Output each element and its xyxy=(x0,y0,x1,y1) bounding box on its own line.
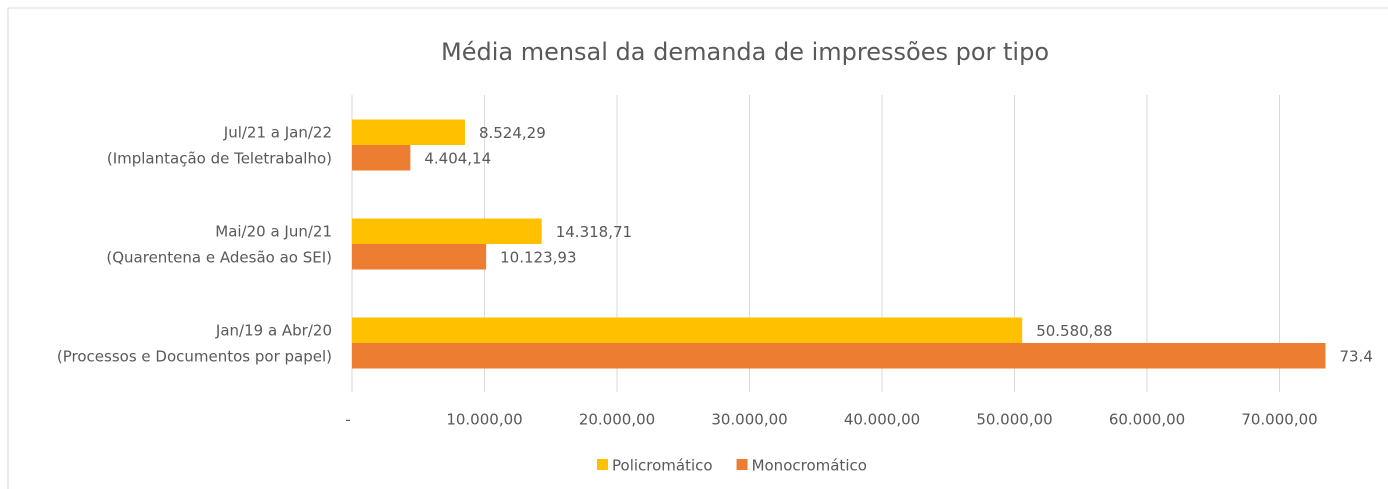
y-tick-label: (Implantação de Teletrabalho) xyxy=(107,150,332,168)
x-tick-label: 30.000,00 xyxy=(711,411,787,429)
value-label: 14.318,71 xyxy=(556,223,632,241)
x-tick-label: 50.000,00 xyxy=(976,411,1052,429)
x-tick-label: - xyxy=(345,411,350,429)
y-tick-label: Mai/20 a Jun/21 xyxy=(215,223,332,241)
bar xyxy=(352,244,487,270)
bar xyxy=(352,317,1023,343)
legend-swatch xyxy=(597,459,608,470)
bar xyxy=(352,145,411,171)
y-tick-label: (Quarentena e Adesão ao SEI) xyxy=(106,249,332,267)
value-label: 50.580,88 xyxy=(1036,322,1112,340)
legend-swatch xyxy=(736,459,748,470)
x-tick-label: 20.000,00 xyxy=(579,411,655,429)
value-label: 10.123,93 xyxy=(500,248,576,266)
chart-title: Média mensal da demanda de impressões po… xyxy=(441,38,1049,66)
y-tick-label: Jan/19 a Abr/20 xyxy=(215,322,332,340)
value-label: 8.524,29 xyxy=(479,124,546,142)
x-tick-label: 70.000,00 xyxy=(1241,411,1317,429)
value-label: 4.404,14 xyxy=(424,149,491,167)
chart-frame xyxy=(7,7,1388,489)
bar xyxy=(352,218,542,244)
bar xyxy=(352,119,465,145)
x-tick-label: 60.000,00 xyxy=(1109,411,1185,429)
legend-label: Monocromático xyxy=(752,457,867,475)
x-tick-label: 10.000,00 xyxy=(446,411,522,429)
y-tick-label: Jul/21 a Jan/22 xyxy=(223,124,332,142)
bar xyxy=(352,343,1326,369)
y-tick-label: (Processos e Documentos por papel) xyxy=(57,348,332,366)
x-tick-label: 40.000,00 xyxy=(844,411,920,429)
value-label: 73.4 xyxy=(1339,347,1372,365)
legend-label: Policromático xyxy=(612,457,713,475)
